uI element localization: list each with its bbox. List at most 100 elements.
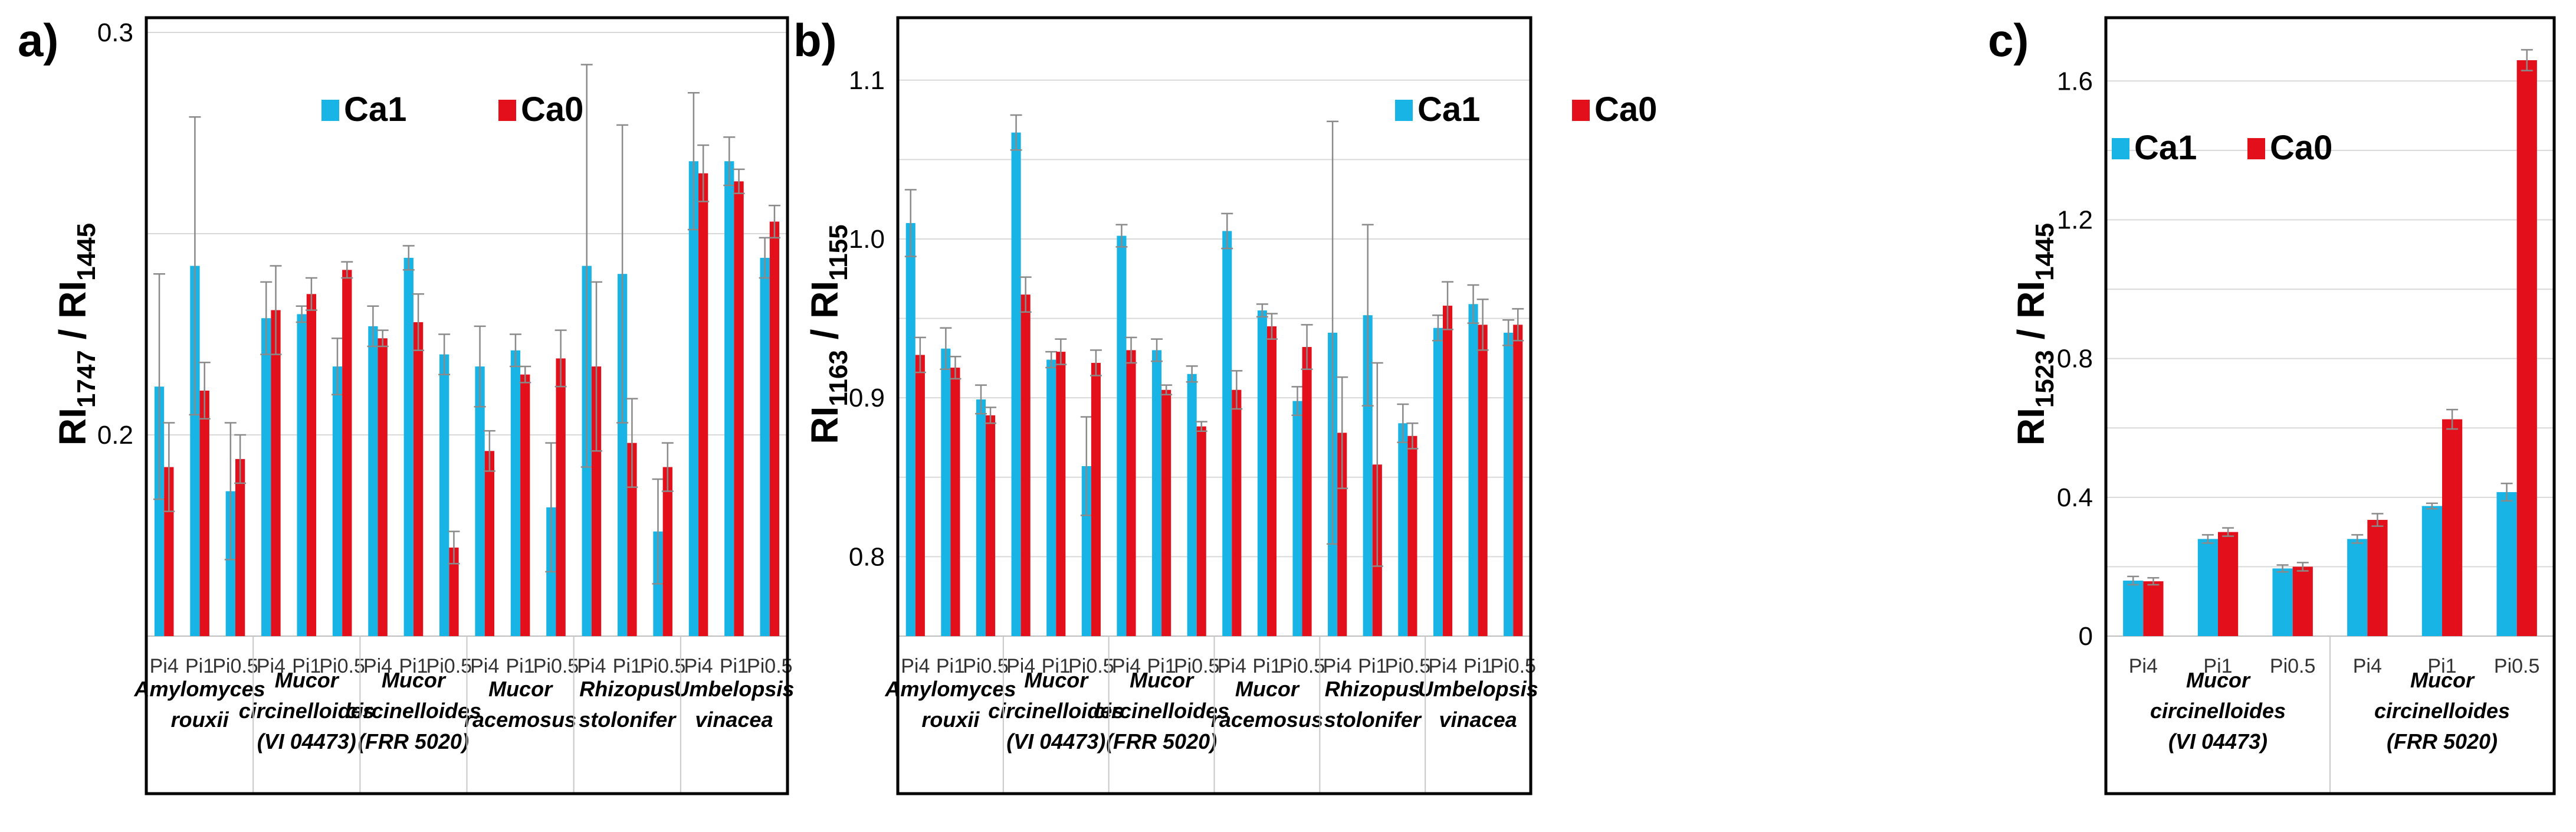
bar-ca0: [1478, 325, 1488, 636]
bar-ca0: [591, 366, 602, 636]
category-label: Pi4: [257, 655, 286, 677]
panel-label: a): [18, 14, 58, 66]
category-label: Pi1: [1358, 655, 1387, 677]
y-tick-label: 1.2: [2057, 205, 2093, 234]
group-label: Mucor: [1235, 677, 1300, 701]
group-label: Rhizopus: [579, 677, 675, 701]
bar-ca0: [1337, 433, 1347, 636]
group-label: circinelloides: [1094, 699, 1229, 723]
category-label: Pi1: [2203, 655, 2232, 677]
category-label: Pi0.5: [319, 655, 365, 677]
y-axis-label-sub1: 1747: [72, 350, 101, 408]
category-label: Pi4: [150, 655, 179, 677]
bar-ca1: [1046, 359, 1056, 636]
category-label: Pi0.5: [2494, 655, 2540, 677]
legend-swatch-ca0: [498, 100, 516, 121]
y-axis-label-sub2: 1445: [2030, 223, 2059, 281]
bar-ca0: [449, 547, 459, 636]
y-axis-label-sub2: 1445: [72, 223, 101, 281]
legend-label-ca1: Ca1: [344, 90, 406, 129]
y-tick-label: 1.6: [2057, 67, 2093, 96]
group-label: stolonifer: [579, 707, 677, 732]
bar-ca0: [1407, 435, 1417, 636]
category-label: Pi0.5: [1068, 655, 1114, 677]
bar-ca0: [378, 338, 388, 636]
group-label: circinelloides: [2150, 699, 2286, 723]
category-label: Pi4: [363, 655, 392, 677]
bar-ca0: [413, 322, 424, 636]
bar-ca0: [2442, 419, 2463, 636]
chart-panel-3: c) 0 0.4 0.8 1.2 1.6 Pi4 Pi1 Pi0.5 Mucor circinell…: [1988, 14, 2556, 795]
y-axis-label-sub2: 1155: [824, 224, 853, 280]
bar-ca0: [1266, 326, 1277, 636]
bar-ca0: [1126, 350, 1136, 636]
bar-ca0: [2292, 566, 2313, 636]
bar-ca0: [627, 443, 637, 636]
bar-ca1: [1363, 315, 1373, 636]
bar-ca0: [2143, 581, 2164, 636]
legend-label-ca0: Ca0: [521, 90, 583, 129]
y-axis-label: RI1523 / RI1445: [2010, 223, 2059, 446]
bar-ca1: [2496, 492, 2517, 636]
legend-label-ca0: Ca0: [1594, 90, 1657, 129]
legend: Ca1 Ca0: [321, 90, 583, 129]
group-label: vinacea: [695, 707, 773, 732]
bar-ca0: [306, 294, 317, 636]
group-label: circinelloides: [2374, 699, 2510, 723]
bar-ca1: [297, 314, 307, 636]
bar-ca1: [1257, 310, 1267, 636]
y-tick-label: 0.9: [849, 384, 885, 412]
bar-ca1: [2123, 580, 2144, 636]
bar-ca1: [688, 161, 699, 636]
y-axis-label: RI1163 / RI1155: [803, 224, 853, 444]
bar-ca0: [1196, 426, 1206, 636]
legend-swatch-ca1: [321, 100, 339, 121]
bar-ca1: [1222, 231, 1232, 636]
bar-ca0: [2218, 532, 2239, 636]
group-label: Mucor: [2186, 668, 2251, 692]
category-label: Pi0.5: [1279, 655, 1325, 677]
y-tick-label: 0.8: [849, 542, 885, 571]
group-label: Amylomyces: [134, 677, 265, 701]
bar-ca0: [1232, 389, 1242, 636]
y-tick-label: 1.0: [849, 225, 885, 254]
group-label: (VI 04473): [2168, 729, 2267, 754]
legend: Ca1 Ca0: [2112, 129, 2332, 167]
category-label: Pi4: [577, 655, 606, 677]
group-label: vinacea: [1439, 707, 1517, 732]
category-label: Pi0.5: [2270, 655, 2316, 677]
group-label: stolonifer: [1324, 707, 1422, 732]
bar-ca1: [368, 326, 378, 636]
y-axis-label-sub1: 1523: [2030, 350, 2059, 408]
category-label: Pi4: [1428, 655, 1457, 677]
group-label: Mucor: [488, 677, 553, 701]
category-label: Pi4: [1112, 655, 1141, 677]
group-label: (FRR 5020): [1106, 729, 1217, 754]
bar-ca1: [1151, 350, 1162, 636]
bar-ca0: [915, 355, 925, 636]
category-label: Pi4: [684, 655, 713, 677]
bar-ca0: [986, 415, 996, 636]
category-label: Pi0.5: [1490, 655, 1536, 677]
legend-swatch-ca1: [2112, 138, 2129, 159]
category-label: Pi4: [2129, 655, 2158, 677]
category-label: Pi0.5: [1174, 655, 1220, 677]
bar-ca0: [520, 374, 530, 636]
bar-ca0: [484, 451, 494, 636]
legend-label-ca1: Ca1: [1417, 90, 1480, 129]
bar-ca1: [2272, 568, 2293, 636]
group-label: (VI 04473): [257, 729, 356, 754]
bar-ca0: [698, 173, 708, 636]
group-label: (FRR 5020): [358, 729, 469, 754]
panel-frame: [145, 16, 789, 795]
category-label: Pi4: [1218, 655, 1246, 677]
